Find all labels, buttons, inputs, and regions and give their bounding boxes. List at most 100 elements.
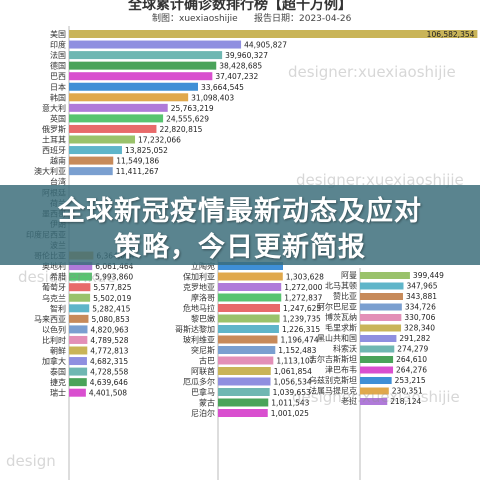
bar: [69, 93, 189, 102]
category-label: 澳大利亚: [34, 166, 66, 176]
value-label: 230,351: [392, 387, 423, 396]
category-label: 瑞士: [50, 388, 66, 398]
bar: [360, 377, 392, 384]
bar: [69, 30, 478, 38]
value-label: 5,577,825: [93, 283, 131, 292]
category-label: 科索沃: [333, 344, 357, 354]
bar: [218, 335, 278, 344]
bar: [218, 356, 274, 365]
value-label: 6,061,464: [95, 262, 133, 271]
category-label: 美国: [50, 29, 66, 39]
value-label: 4,820,963: [90, 325, 128, 334]
category-label: 尼泊尔: [191, 408, 215, 418]
value-label: 4,401,508: [89, 389, 127, 398]
value-label: 1,113,107: [276, 357, 314, 366]
category-label: 印度: [50, 40, 66, 50]
category-label: 危地马拉: [183, 303, 215, 313]
bar: [360, 345, 395, 353]
bar: [69, 262, 93, 271]
category-label: 比利时: [42, 335, 66, 345]
bar: [360, 293, 403, 300]
value-label: 1,152,483: [278, 346, 316, 355]
value-label: 1,239,735: [283, 315, 321, 324]
category-label: 意大利: [42, 103, 66, 113]
value-label: 291,282: [399, 334, 430, 343]
bar: [69, 103, 168, 112]
value-label: 274,279: [397, 345, 428, 354]
value-label: 11,411,267: [116, 167, 159, 176]
category-label: 北马其顿: [325, 281, 357, 291]
producer-label: 制图：xuexiaoshijie: [152, 14, 238, 24]
value-label: 4,682,315: [90, 357, 128, 366]
value-label: 328,340: [404, 324, 435, 333]
category-label: 巴拿马: [191, 387, 215, 397]
watermark-text: designer:xuexiaoshijie: [292, 388, 460, 406]
category-label: 阿曼: [341, 271, 357, 280]
value-label: 44,905,827: [244, 41, 287, 50]
bar: [69, 283, 91, 292]
category-label: 古巴: [199, 356, 215, 366]
value-label: 330,706: [404, 313, 435, 322]
bar: [69, 82, 198, 91]
category-label: 厄瓜多尔: [183, 377, 215, 387]
value-label: 37,407,232: [215, 72, 258, 81]
category-label: 保加利亚: [183, 272, 215, 282]
headline-banner: 全球新冠疫情最新动态及应对 策略，今日更新简报: [0, 185, 480, 265]
value-label: 1,272,000: [284, 283, 322, 292]
category-label: 哥斯达黎加: [175, 324, 215, 334]
category-label: 英国: [50, 113, 66, 123]
category-label: 博茨瓦纳: [325, 312, 357, 322]
value-label: 1,001,025: [271, 409, 309, 418]
category-label: 黎巴嫩: [191, 314, 215, 324]
bar: [360, 387, 389, 395]
bar: [69, 146, 122, 155]
bar: [360, 324, 402, 332]
value-label: 13,825,052: [125, 146, 168, 155]
category-label: 泰国: [50, 367, 66, 377]
value-label: 253,215: [395, 376, 426, 385]
category-label: 西班牙: [42, 145, 66, 155]
value-label: 1,196,474: [280, 336, 318, 345]
value-label: 33,664,545: [201, 83, 244, 92]
bar: [218, 409, 268, 417]
value-label: 1,226,315: [282, 325, 320, 334]
category-label: 蒙古: [199, 398, 215, 408]
category-label: 马来西亚: [34, 315, 66, 324]
bar: [218, 304, 280, 312]
category-label: 土耳其: [42, 135, 66, 145]
bar: [69, 124, 157, 133]
value-label: 1,061,854: [274, 367, 312, 376]
category-label: 玻利维亚: [183, 335, 215, 345]
bar: [218, 314, 280, 323]
bar: [69, 325, 88, 334]
watermark-text: designer:xuexiaoshijie: [296, 171, 464, 189]
bar: [360, 335, 397, 342]
value-label: 1,272,837: [284, 294, 322, 303]
bar: [69, 378, 87, 387]
bar: [218, 262, 283, 270]
category-label: 阿尔巴尼亚: [317, 302, 357, 312]
bar: [360, 366, 394, 374]
value-label: 31,098,403: [191, 93, 234, 102]
value-label: 334,726: [405, 303, 436, 312]
bar: [218, 346, 276, 354]
value-label: 1,303,628: [286, 273, 324, 282]
bar: [360, 272, 410, 279]
bar: [69, 272, 92, 281]
category-label: 阿联酋: [191, 366, 215, 376]
value-label: 4,728,558: [90, 368, 128, 377]
value-label: 39,960,327: [225, 51, 268, 60]
bar: [69, 314, 89, 323]
watermark-text: designer:xue: [18, 268, 116, 286]
report-date-label: 报告日期：2023-04-26: [254, 14, 352, 24]
bar: [69, 156, 114, 165]
category-label: 俄罗斯: [42, 124, 66, 134]
category-label: 朝鲜: [50, 346, 66, 356]
value-label: 264,276: [396, 366, 427, 375]
value-label: 218,124: [390, 397, 421, 406]
bar: [69, 135, 136, 144]
bar: [218, 325, 279, 333]
category-label: 日本: [50, 82, 66, 92]
bar: [69, 167, 113, 176]
